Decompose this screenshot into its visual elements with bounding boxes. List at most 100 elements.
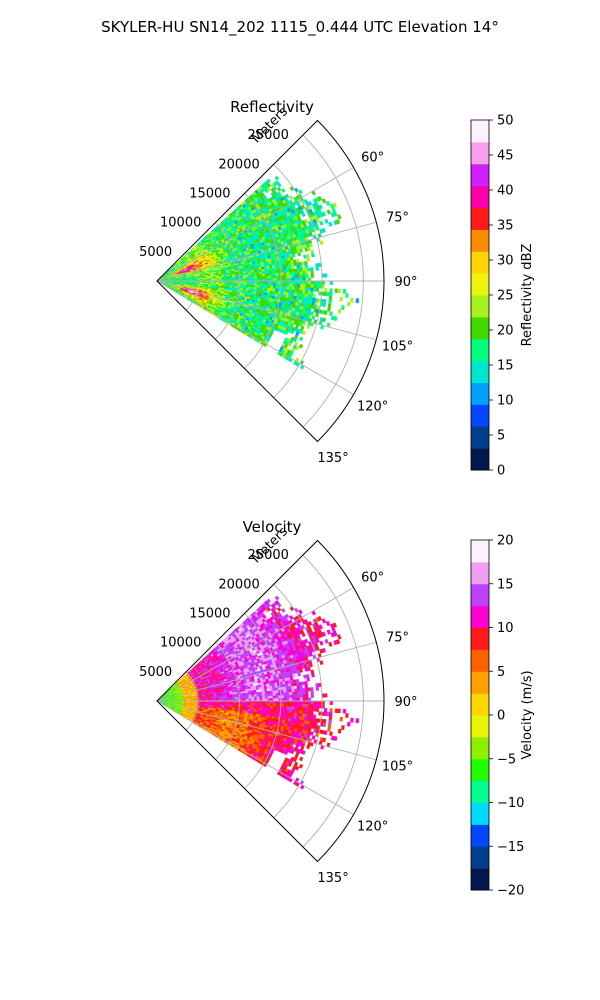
field-cell xyxy=(274,175,280,181)
field-cell xyxy=(299,268,303,272)
colorbar-segment xyxy=(471,273,489,296)
field-cell xyxy=(295,258,300,263)
field-cell xyxy=(347,301,351,307)
field-cell xyxy=(299,274,304,279)
field-cell xyxy=(297,277,301,282)
field-cell xyxy=(329,288,333,293)
field-cell xyxy=(302,280,306,285)
field-cell xyxy=(280,608,286,613)
field-cell xyxy=(280,288,284,293)
field-cell xyxy=(275,275,279,279)
field-cell xyxy=(297,271,301,276)
field-cell xyxy=(256,274,260,277)
field-cell xyxy=(280,272,285,276)
field-cell xyxy=(310,267,314,272)
azimuth-tick-label: 120° xyxy=(357,400,388,415)
colorbar-tick-label: 45 xyxy=(497,149,514,164)
field-cell xyxy=(319,240,324,245)
colorbar-tick-label: 15 xyxy=(497,359,514,374)
field-cell xyxy=(318,291,322,296)
field-cell xyxy=(299,271,304,275)
field-cell xyxy=(302,271,306,275)
field-cell xyxy=(309,242,313,248)
field-cell xyxy=(285,266,290,270)
field-cell xyxy=(313,280,317,285)
field-cell xyxy=(345,293,349,298)
field-cell xyxy=(280,286,285,290)
field-cell xyxy=(288,289,293,293)
field-cell xyxy=(276,606,282,612)
field-cell xyxy=(276,182,282,188)
field-cell xyxy=(321,618,327,624)
field-cell xyxy=(319,640,324,646)
azimuth-tick-label: 135° xyxy=(317,451,348,466)
field-cell xyxy=(337,288,341,294)
field-cell xyxy=(286,283,290,287)
field-cell xyxy=(275,272,279,277)
field-cell xyxy=(274,595,280,601)
field-cell xyxy=(291,268,295,273)
field-cell xyxy=(270,273,274,277)
field-cell xyxy=(267,273,271,277)
field-cell xyxy=(307,290,311,295)
field-cell xyxy=(309,311,314,316)
range-tick-label: 15000 xyxy=(189,186,230,201)
colorbar-segment xyxy=(471,295,489,318)
field-cell xyxy=(318,284,323,289)
field-cell xyxy=(308,280,312,285)
field-cell xyxy=(261,273,266,277)
azimuth-tick-label: 105° xyxy=(382,339,413,354)
field-cell xyxy=(310,273,314,278)
field-cell xyxy=(286,286,290,290)
field-cell xyxy=(261,285,266,289)
field-cell xyxy=(294,286,298,291)
field-cell xyxy=(315,287,320,292)
field-cell xyxy=(248,276,252,280)
colorbar-segment xyxy=(471,120,489,143)
field-cell xyxy=(332,202,338,208)
range-tick-label: 5000 xyxy=(139,245,172,260)
field-cell xyxy=(301,212,306,218)
field-cell xyxy=(283,272,287,276)
field-cell xyxy=(333,316,338,322)
range-tick-label: 20000 xyxy=(218,157,259,172)
field-cell xyxy=(259,273,263,277)
field-cell xyxy=(264,273,268,277)
colorbar-tick-label: 30 xyxy=(497,254,514,269)
colorbar-tick-label: 50 xyxy=(497,114,514,129)
field-cell xyxy=(325,200,331,207)
field-cell xyxy=(326,291,330,297)
field-cell xyxy=(306,257,310,262)
colorbar-tick-label: 20 xyxy=(497,324,514,339)
field-cell xyxy=(291,274,295,279)
field-cell xyxy=(288,271,293,276)
colorbar-tick-label: 10 xyxy=(497,394,514,409)
field-cell xyxy=(294,268,298,273)
field-cell xyxy=(262,276,266,279)
field-cell xyxy=(307,267,311,272)
field-cell xyxy=(318,280,323,285)
field-cell xyxy=(319,220,324,226)
field-cell xyxy=(275,288,279,292)
field-cell xyxy=(312,294,317,299)
field-cell xyxy=(307,246,311,252)
field-cell xyxy=(267,283,271,287)
colorbar-tick-label: 5 xyxy=(497,429,505,444)
field-cell xyxy=(266,268,271,272)
field-cell xyxy=(350,297,354,303)
field-cell xyxy=(280,269,284,274)
field-cell xyxy=(296,268,301,273)
field-cell xyxy=(264,271,268,275)
field-cell xyxy=(329,311,333,317)
field-cell xyxy=(305,280,309,285)
field-cell xyxy=(272,288,276,292)
field-cell xyxy=(299,248,304,253)
field-cell xyxy=(294,280,298,285)
field-cell xyxy=(316,280,320,285)
field-cell xyxy=(245,274,250,278)
field-cell xyxy=(302,267,306,272)
field-cell xyxy=(283,286,287,290)
field-cell xyxy=(259,285,263,289)
field-cell xyxy=(321,227,326,233)
